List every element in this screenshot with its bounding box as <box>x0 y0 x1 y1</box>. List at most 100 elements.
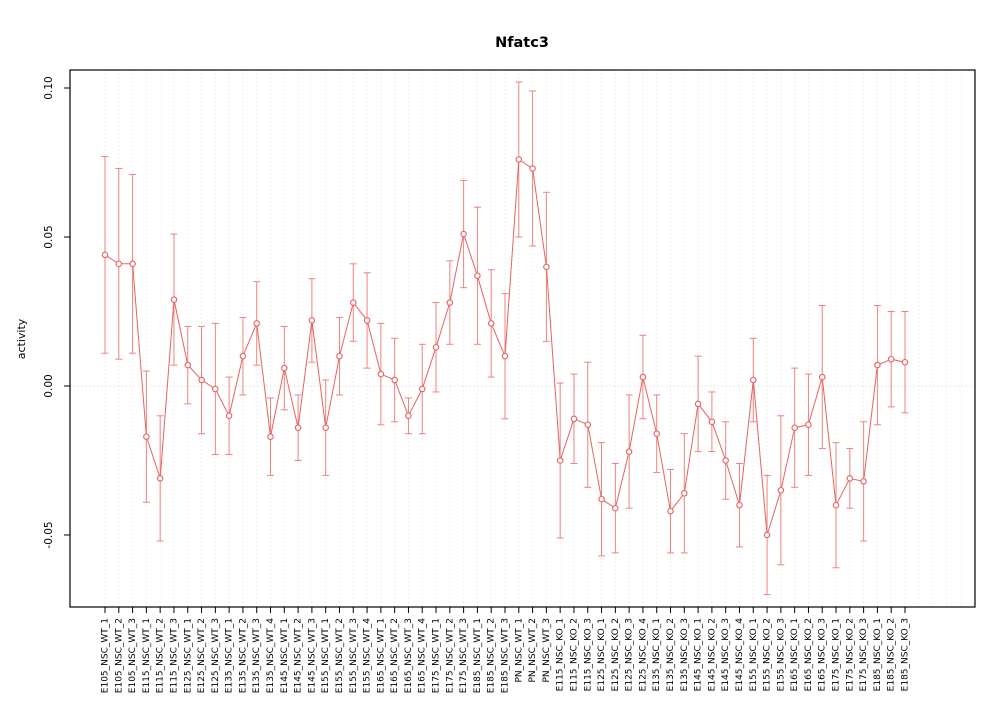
x-tick-label: E155_NSC_KO_1 <box>749 618 759 691</box>
data-point <box>681 490 688 497</box>
x-tick-label: E145_NSC_KO_1 <box>694 618 704 691</box>
data-point <box>667 507 674 515</box>
x-tick-label: E165_NSC_WT_3 <box>404 618 414 693</box>
data-point <box>322 424 329 431</box>
data-point <box>556 457 564 464</box>
data-point <box>101 251 109 259</box>
y-tick-label: 0.10 <box>43 76 55 99</box>
x-tick-label: PN_NSC_WT_2 <box>528 618 538 683</box>
data-point <box>832 501 840 509</box>
data-point <box>432 344 440 351</box>
data-point <box>736 501 743 509</box>
data-point <box>874 361 881 369</box>
x-tick-label: E115_NSC_KO_3 <box>583 618 593 691</box>
x-tick-label: E105_NSC_WT_2 <box>114 618 124 693</box>
x-tick-label: PN_NSC_WT_3 <box>542 618 552 683</box>
data-point <box>474 272 481 279</box>
data-point <box>253 320 260 327</box>
data-point <box>625 448 633 455</box>
data-point <box>543 263 550 271</box>
data-point <box>901 358 909 366</box>
data-point <box>612 504 619 512</box>
x-tick-label: E135_NSC_WT_4 <box>266 618 276 693</box>
x-tick-label: E165_NSC_KO_2 <box>804 618 814 691</box>
x-tick-label: E155_NSC_WT_4 <box>363 618 373 693</box>
data-point <box>363 317 371 324</box>
data-point <box>308 317 316 324</box>
x-tick-label: E105_NSC_WT_1 <box>101 618 111 693</box>
y-tick-label: -0.05 <box>43 521 55 548</box>
data-point <box>639 373 647 381</box>
x-tick-label: E125_NSC_WT_2 <box>197 618 207 693</box>
x-tick-label: E145_NSC_WT_2 <box>294 618 304 693</box>
x-tick-label: E175_NSC_WT_1 <box>432 618 442 693</box>
x-tick-label: E125_NSC_KO_2 <box>611 618 621 691</box>
x-tick-label: E155_NSC_WT_2 <box>335 618 345 693</box>
x-tick-label: E165_NSC_WT_2 <box>390 618 400 693</box>
x-tick-label: E115_NSC_KO_1 <box>556 618 566 691</box>
x-tick-label: E155_NSC_WT_3 <box>349 618 359 693</box>
x-tick-label: E185_NSC_WT_1 <box>473 618 483 693</box>
x-tick-label: E155_NSC_KO_3 <box>776 618 786 691</box>
x-tick-label: E135_NSC_KO_3 <box>680 618 690 691</box>
data-point <box>446 299 454 306</box>
data-point <box>791 424 798 431</box>
x-axis-group: E105_NSC_WT_1 E105_NSC_WT_2 E105_NSC_WT_3 E… <box>101 607 911 693</box>
y-tick-label: 0.00 <box>43 374 55 397</box>
data-point <box>267 433 274 440</box>
data-point <box>763 531 771 539</box>
x-tick-label: E145_NSC_KO_2 <box>707 618 717 691</box>
x-tick-label: E125_NSC_WT_3 <box>211 618 221 693</box>
data-point <box>350 299 357 306</box>
data-point <box>598 495 605 503</box>
data-point <box>212 385 219 393</box>
x-tick-label: E185_NSC_KO_1 <box>873 618 883 691</box>
x-tick-label: E175_NSC_WT_3 <box>459 618 469 693</box>
x-tick-label: E125_NSC_KO_3 <box>625 618 635 691</box>
data-point <box>860 478 867 485</box>
x-tick-label: E135_NSC_WT_1 <box>225 618 235 693</box>
data-point <box>115 260 123 268</box>
x-tick-label: E165_NSC_KO_3 <box>818 618 828 691</box>
x-tick-label: E155_NSC_KO_2 <box>763 618 773 691</box>
data-point <box>184 361 192 369</box>
data-point <box>487 320 495 327</box>
data-point <box>818 373 826 381</box>
data-point <box>460 230 467 238</box>
data-point <box>377 370 385 378</box>
x-tick-label: E135_NSC_KO_1 <box>652 618 662 691</box>
data-point <box>515 156 523 163</box>
data-point <box>336 352 343 360</box>
data-point <box>294 424 302 431</box>
x-tick-label: E145_NSC_KO_4 <box>735 618 745 692</box>
data-point <box>529 165 536 172</box>
x-tick-label: E145_NSC_WT_1 <box>280 618 290 693</box>
plot-box <box>69 69 976 608</box>
x-tick-label: E105_NSC_WT_3 <box>128 618 138 693</box>
x-tick-label: E145_NSC_KO_3 <box>721 618 731 691</box>
data-point <box>805 421 812 428</box>
x-tick-label: E125_NSC_KO_4 <box>638 618 648 692</box>
data-point <box>129 260 136 268</box>
data-point <box>708 418 716 426</box>
x-tick-label: E175_NSC_KO_2 <box>845 618 855 691</box>
data-point <box>418 385 426 393</box>
data-point <box>570 415 578 423</box>
data-point <box>156 475 164 482</box>
x-tick-label: E175_NSC_KO_3 <box>859 618 869 691</box>
x-tick-label: E125_NSC_KO_1 <box>597 618 607 691</box>
x-tick-label: E185_NSC_WT_2 <box>487 618 497 693</box>
x-tick-label: E165_NSC_KO_1 <box>790 618 800 691</box>
x-tick-label: E175_NSC_WT_2 <box>445 618 455 693</box>
data-point <box>722 457 729 464</box>
data-point <box>225 412 233 420</box>
x-tick-label: E135_NSC_WT_2 <box>238 618 248 693</box>
x-tick-label: E185_NSC_WT_3 <box>501 618 511 693</box>
chart-title: Nfatc3 <box>495 35 549 51</box>
x-tick-label: E115_NSC_WT_2 <box>156 618 166 693</box>
x-tick-label: E185_NSC_KO_3 <box>901 618 911 691</box>
x-tick-label: E175_NSC_KO_1 <box>832 618 842 691</box>
data-point <box>501 352 509 360</box>
